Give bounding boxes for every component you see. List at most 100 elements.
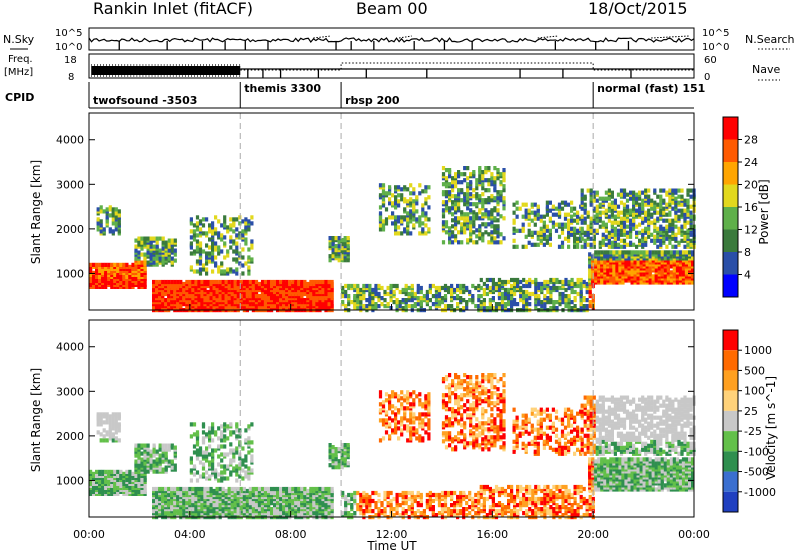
heatmap-cell bbox=[479, 306, 483, 311]
heatmap-cell bbox=[457, 206, 461, 211]
heatmap-cell bbox=[99, 418, 103, 423]
heatmap-cell bbox=[99, 209, 103, 214]
heatmap-cell bbox=[589, 236, 593, 241]
heatmap-cell bbox=[340, 250, 344, 255]
heatmap-cell bbox=[573, 296, 577, 301]
heatmap-cell bbox=[101, 262, 105, 267]
heatmap-cell bbox=[170, 459, 174, 464]
heatmap-cell bbox=[377, 291, 381, 297]
heatmap-cell bbox=[560, 240, 565, 245]
heatmap-cell bbox=[558, 285, 562, 291]
heatmap-cell bbox=[610, 244, 614, 249]
heatmap-cell bbox=[99, 205, 103, 210]
heatmap-cell bbox=[576, 218, 580, 223]
heatmap-cell bbox=[490, 176, 494, 181]
heatmap-cell bbox=[595, 218, 599, 223]
heatmap-cell bbox=[680, 232, 684, 237]
heatmap-cell bbox=[481, 222, 485, 227]
heatmap-cell bbox=[96, 430, 100, 435]
heatmap-cell bbox=[625, 218, 630, 223]
heatmap-cell bbox=[220, 237, 224, 242]
heatmap-cell bbox=[536, 242, 540, 247]
heatmap-cell bbox=[371, 287, 375, 293]
heatmap-cell bbox=[586, 214, 590, 219]
heatmap-cell bbox=[102, 438, 106, 443]
heatmap-cell bbox=[427, 185, 431, 190]
heatmap-cell bbox=[588, 252, 592, 257]
beam-title: Beam 00 bbox=[356, 0, 428, 18]
heatmap-cell bbox=[161, 453, 165, 458]
heatmap-cell bbox=[394, 185, 398, 190]
heatmap-cell bbox=[434, 294, 439, 299]
heatmap-cell bbox=[548, 236, 552, 241]
heatmap-cell bbox=[451, 200, 455, 205]
heatmap-cell bbox=[344, 294, 348, 299]
heatmap-cell bbox=[629, 226, 633, 231]
heatmap-cell bbox=[503, 302, 508, 307]
heatmap-cell bbox=[279, 279, 283, 285]
heatmap-cell bbox=[247, 265, 251, 270]
heatmap-cell bbox=[463, 166, 467, 171]
heatmap-cell bbox=[650, 206, 654, 211]
heatmap-cell bbox=[472, 188, 476, 193]
noise-right-label: N.Search bbox=[745, 33, 795, 46]
heatmap-cell bbox=[691, 250, 695, 255]
heatmap-cell bbox=[104, 469, 108, 474]
heatmap-cell bbox=[548, 228, 552, 233]
heatmap-cell bbox=[450, 283, 454, 289]
heatmap-cell bbox=[330, 302, 334, 307]
heatmap-cell bbox=[659, 194, 663, 199]
heatmap-cell bbox=[448, 174, 452, 179]
heatmap-cell bbox=[588, 300, 592, 305]
heatmap-cell bbox=[242, 279, 246, 285]
heatmap-cell bbox=[604, 234, 608, 239]
heatmap-cell bbox=[403, 185, 407, 190]
heatmap-cell bbox=[513, 302, 517, 307]
heatmap-cell bbox=[524, 214, 528, 219]
heatmap-cell bbox=[108, 418, 112, 423]
heatmap-cell bbox=[412, 191, 416, 196]
heatmap-cell bbox=[542, 214, 546, 219]
heatmap-cell bbox=[179, 279, 183, 285]
heatmap-cell bbox=[564, 294, 568, 299]
heatmap-cell bbox=[525, 298, 529, 303]
heatmap-cell bbox=[567, 238, 571, 243]
heatmap-cell bbox=[677, 208, 681, 213]
heatmap-cell bbox=[203, 279, 207, 285]
heatmap-cell bbox=[659, 198, 663, 203]
heatmap-cell bbox=[89, 266, 93, 271]
heatmap-cell bbox=[490, 236, 494, 241]
heatmap-cell bbox=[114, 416, 118, 421]
heatmap-cell bbox=[477, 304, 481, 309]
heatmap-cell bbox=[610, 190, 614, 195]
heatmap-cell bbox=[384, 191, 389, 196]
heatmap-cell bbox=[510, 283, 514, 289]
heatmap-cell bbox=[189, 217, 193, 222]
heatmap-cell bbox=[398, 300, 402, 305]
heatmap-cell bbox=[475, 212, 479, 217]
heatmap-cell bbox=[465, 306, 469, 311]
heatmap-cell bbox=[460, 222, 464, 227]
heatmap-cell bbox=[518, 206, 522, 211]
heatmap-cell bbox=[669, 250, 673, 255]
heatmap-cell bbox=[391, 193, 395, 198]
heatmap-cell bbox=[236, 486, 240, 492]
heatmap-cell bbox=[128, 475, 132, 480]
heatmap-cell bbox=[481, 212, 485, 217]
heatmap-cell bbox=[481, 198, 485, 203]
heatmap-cell bbox=[460, 172, 464, 177]
heatmap-cell bbox=[346, 236, 350, 241]
heatmap-cell bbox=[530, 230, 534, 235]
heatmap-cell bbox=[656, 244, 660, 249]
heatmap-cell bbox=[247, 247, 251, 252]
heatmap-cell bbox=[671, 200, 675, 205]
heatmap-cell bbox=[560, 230, 565, 235]
heatmap-cell bbox=[528, 302, 532, 307]
heatmap-cell bbox=[161, 443, 165, 448]
heatmap-cell bbox=[391, 211, 395, 216]
heatmap-cell bbox=[102, 434, 106, 439]
heatmap-cell bbox=[232, 217, 236, 222]
heatmap-cell bbox=[502, 184, 506, 189]
heatmap-cell bbox=[454, 238, 458, 243]
